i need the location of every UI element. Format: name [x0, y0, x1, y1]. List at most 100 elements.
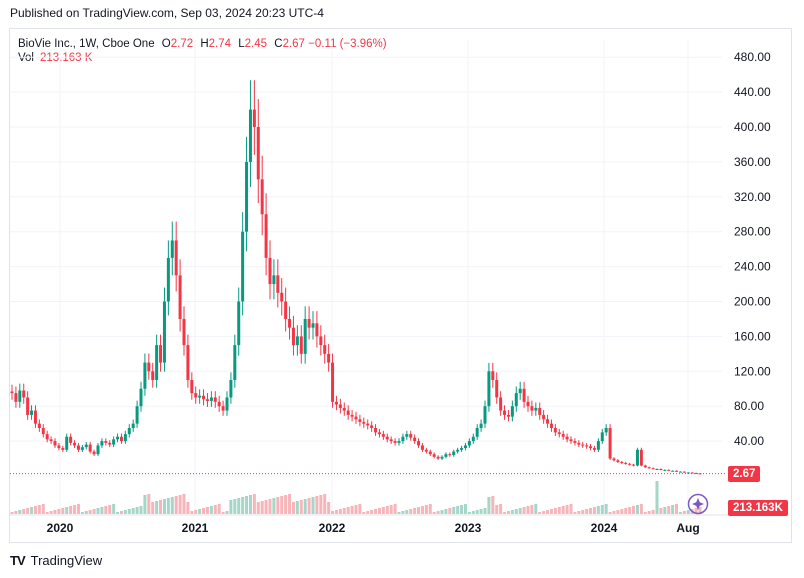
chart-frame[interactable]: [9, 28, 792, 543]
candle-body: [147, 362, 151, 372]
candle-body: [632, 464, 636, 466]
candle-body: [186, 345, 190, 381]
candle-body: [260, 179, 264, 215]
change-value: −0.11 (−3.96%): [308, 38, 387, 50]
volume-bar: [245, 496, 249, 514]
volume-bar: [18, 510, 22, 514]
candle-body: [424, 449, 428, 452]
candle-body: [495, 380, 499, 398]
candle-body: [22, 390, 26, 398]
volume-bar: [186, 502, 190, 514]
y-tick-label: 80.00: [734, 399, 764, 413]
volume-bar: [362, 512, 366, 514]
candle-body: [194, 393, 198, 398]
candle-body: [612, 458, 616, 461]
ideas-icon[interactable]: [687, 493, 709, 515]
volume-bar: [366, 511, 370, 514]
volume-bar: [514, 509, 518, 514]
volume-bar: [483, 508, 487, 514]
volume-bar: [354, 505, 358, 514]
candle-body: [675, 470, 679, 472]
volume-bar: [135, 507, 139, 514]
candle-body: [655, 469, 659, 471]
candle-body: [573, 441, 577, 443]
candle-body: [338, 404, 342, 408]
candle-body: [561, 434, 565, 437]
volume-label: Vol: [18, 52, 34, 64]
candle-body: [671, 470, 675, 472]
candle-body: [73, 442, 77, 446]
volume-bar: [405, 510, 409, 514]
x-tick-label: 2021: [182, 521, 209, 535]
volume-bar: [76, 504, 80, 514]
volume-bar: [252, 494, 256, 514]
candle-body: [33, 410, 37, 424]
candle-body: [65, 436, 69, 450]
candle-body: [170, 240, 174, 258]
volume-bar: [420, 506, 424, 514]
candle-body: [174, 240, 178, 276]
candle-body: [104, 441, 108, 443]
candle-body: [643, 465, 647, 468]
candle-body: [252, 109, 256, 127]
volume-bar: [123, 510, 127, 514]
volume-bar: [268, 499, 272, 514]
volume-bar: [569, 504, 573, 514]
volume-bar: [424, 505, 428, 514]
candle-body: [475, 428, 479, 437]
candle-body: [659, 469, 663, 471]
volume-bar: [127, 509, 131, 514]
volume-bar: [635, 505, 639, 514]
volume-bar: [460, 505, 464, 514]
volume-bar: [475, 510, 479, 514]
candle-body: [651, 468, 655, 470]
candle-body: [432, 454, 436, 457]
candle-body: [522, 388, 526, 402]
volume-bar: [291, 502, 295, 514]
volume-bar: [37, 505, 41, 514]
candle-body: [565, 436, 569, 440]
candle-body: [155, 345, 159, 381]
brand-name: TradingView: [30, 553, 103, 568]
volume-bar: [229, 500, 233, 514]
volume-bar: [522, 507, 526, 514]
volume-bar: [342, 508, 346, 514]
candle-body: [14, 393, 18, 402]
candle-body: [18, 390, 22, 402]
published-caption: Published on TradingView.com, Sep 03, 20…: [10, 6, 324, 20]
candle-body: [479, 423, 483, 429]
candle-body: [600, 432, 604, 442]
volume-bar: [213, 505, 217, 514]
candle-body: [377, 432, 381, 435]
volume-bar: [432, 512, 436, 514]
volume-bar: [41, 504, 45, 514]
volume-bar: [53, 510, 57, 514]
candle-body: [647, 467, 651, 469]
volume-bar: [671, 505, 675, 514]
candle-body: [346, 410, 350, 415]
tradingview-logo-icon: TV: [10, 553, 26, 568]
volume-bar: [119, 511, 123, 514]
candle-body: [518, 388, 522, 394]
candle-body: [202, 395, 206, 400]
volume-bar: [65, 507, 69, 514]
candle-body: [362, 421, 366, 424]
brand-footer[interactable]: TV TradingView: [10, 553, 102, 568]
candle-body: [182, 318, 186, 346]
volume-bar: [174, 496, 178, 514]
candle-body: [499, 397, 503, 411]
candle-body: [61, 448, 65, 450]
volume-bar: [248, 495, 252, 514]
candle-body: [37, 423, 41, 429]
y-tick-label: 360.00: [734, 155, 771, 169]
volume-bar: [178, 495, 182, 514]
volume-bar: [338, 509, 342, 514]
volume-bar: [632, 506, 636, 514]
volume-bar: [319, 495, 323, 514]
volume-bar: [647, 511, 651, 514]
candle-body: [284, 301, 288, 319]
volume-bar: [202, 508, 206, 514]
volume-bar: [698, 507, 702, 514]
candle-body: [385, 436, 389, 440]
